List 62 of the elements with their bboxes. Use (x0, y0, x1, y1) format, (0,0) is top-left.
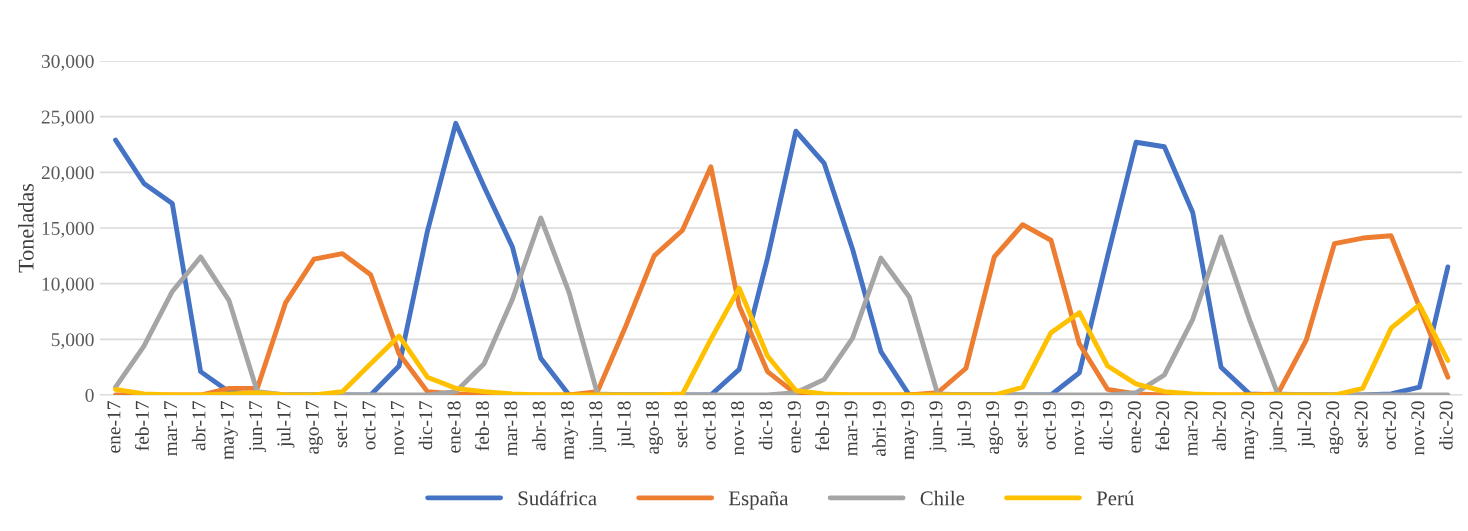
legend-label: España (728, 491, 789, 510)
x-tick-label: dic-19 (1098, 401, 1113, 450)
x-tick-label: set-17 (334, 401, 348, 448)
x-tick-label: abr-20 (1212, 401, 1226, 451)
x-tick-label: feb-20 (1155, 401, 1170, 451)
legend-label: Sudáfrica (518, 490, 597, 506)
x-tick-label: abri-19 (872, 401, 886, 457)
x-tick-label: nov-17 (390, 401, 404, 456)
y-tick-label: 10,000 (42, 277, 94, 294)
x-tick-label: feb-17 (134, 401, 149, 451)
x-tick-label: dic-20 (1439, 401, 1453, 450)
legend-label: Chile (920, 490, 965, 506)
x-tick-label: ene-19 (787, 401, 801, 453)
x-tick-label: may-19 (901, 401, 919, 460)
x-tick-label: jun-19 (929, 401, 947, 452)
x-tick-label: abr-17 (191, 401, 206, 451)
x-tick-label: mar-20 (1184, 401, 1198, 456)
line-series (113, 285, 1451, 395)
x-tick-label: may-18 (560, 401, 578, 460)
x-tick-label: ago-17 (305, 401, 323, 454)
x-tick-label: ene-18 (447, 401, 461, 453)
y-tick-label: 0 (85, 388, 94, 402)
x-tick-label: set-19 (1014, 401, 1028, 448)
x-tick-label: feb-19 (815, 401, 830, 451)
x-tick-label: jun-20 (1269, 401, 1287, 452)
x-tick-label: jun-18 (589, 401, 607, 452)
x-tick-label: dic-17 (418, 401, 433, 450)
x-tick-label: abr-18 (531, 401, 546, 451)
legend-label: Perú (1096, 490, 1134, 506)
x-tick-label: nov-20 (1411, 401, 1425, 456)
y-tick-label: 20,000 (41, 166, 94, 183)
x-tick-label: jul-17 (276, 401, 295, 448)
line-series (113, 215, 1451, 395)
x-tick-label: nov-19 (1071, 401, 1085, 456)
x-tick-label: oct-20 (1382, 401, 1396, 450)
x-tick-label: mar-19 (844, 401, 858, 456)
x-tick-label: jul-20 (1297, 401, 1315, 448)
x-tick-label: oct-18 (702, 401, 716, 450)
y-axis-title: Toneladas (18, 183, 34, 273)
x-tick-label: set-20 (1354, 401, 1368, 448)
x-tick-label: ago-20 (1326, 401, 1344, 454)
x-tick-label: jul-18 (616, 401, 635, 448)
x-tick-label: mar-18 (504, 401, 518, 456)
x-tick-label: ene-17 (107, 401, 121, 453)
x-tick-label: may-17 (220, 401, 238, 460)
x-tick-label: nov-18 (730, 401, 745, 456)
x-tick-label: dic-18 (758, 401, 773, 450)
x-tick-label: oct-17 (362, 401, 376, 450)
x-tick-label: ago-18 (645, 401, 663, 454)
x-tick-label: mar-17 (164, 401, 178, 456)
x-tick-label: set-18 (674, 401, 688, 448)
x-tick-label: oct-19 (1042, 401, 1056, 450)
x-tick-label: jul-19 (957, 401, 975, 448)
y-tick-label: 15,000 (42, 221, 94, 238)
x-tick-label: feb-18 (475, 401, 489, 451)
x-tick-label: may-20 (1241, 401, 1259, 460)
x-tick-label: jun-17 (249, 401, 267, 452)
y-tick-label: 5,000 (51, 333, 94, 350)
x-tick-label: ene-20 (1127, 401, 1141, 453)
x-tick-label: ago-19 (986, 401, 1004, 454)
y-tick-label: 25,000 (41, 110, 94, 127)
y-tick-label: 30,000 (41, 54, 94, 71)
